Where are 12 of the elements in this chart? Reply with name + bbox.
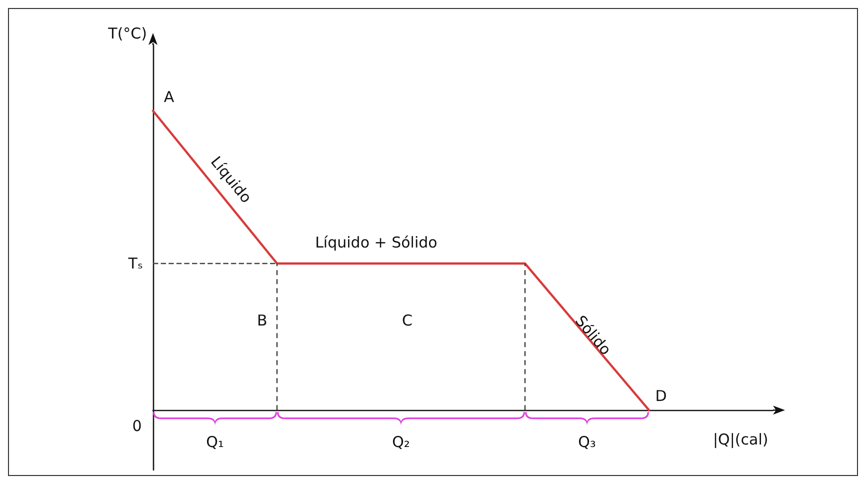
- annotation: D: [655, 387, 667, 406]
- annotation: B: [256, 311, 268, 330]
- text: 0: [132, 417, 142, 436]
- text: Q₂: [392, 433, 410, 452]
- text: A: [164, 88, 175, 106]
- annotation: Líquido + Sólido: [315, 234, 438, 252]
- text: Q₃: [578, 433, 596, 452]
- ref-line-label: Tₛ: [127, 254, 143, 272]
- x-axis-title: |Q|(cal): [713, 430, 768, 449]
- y-axis-title: T(°C): [107, 24, 147, 42]
- text: Q₁: [206, 433, 224, 452]
- annotation: C: [402, 311, 412, 330]
